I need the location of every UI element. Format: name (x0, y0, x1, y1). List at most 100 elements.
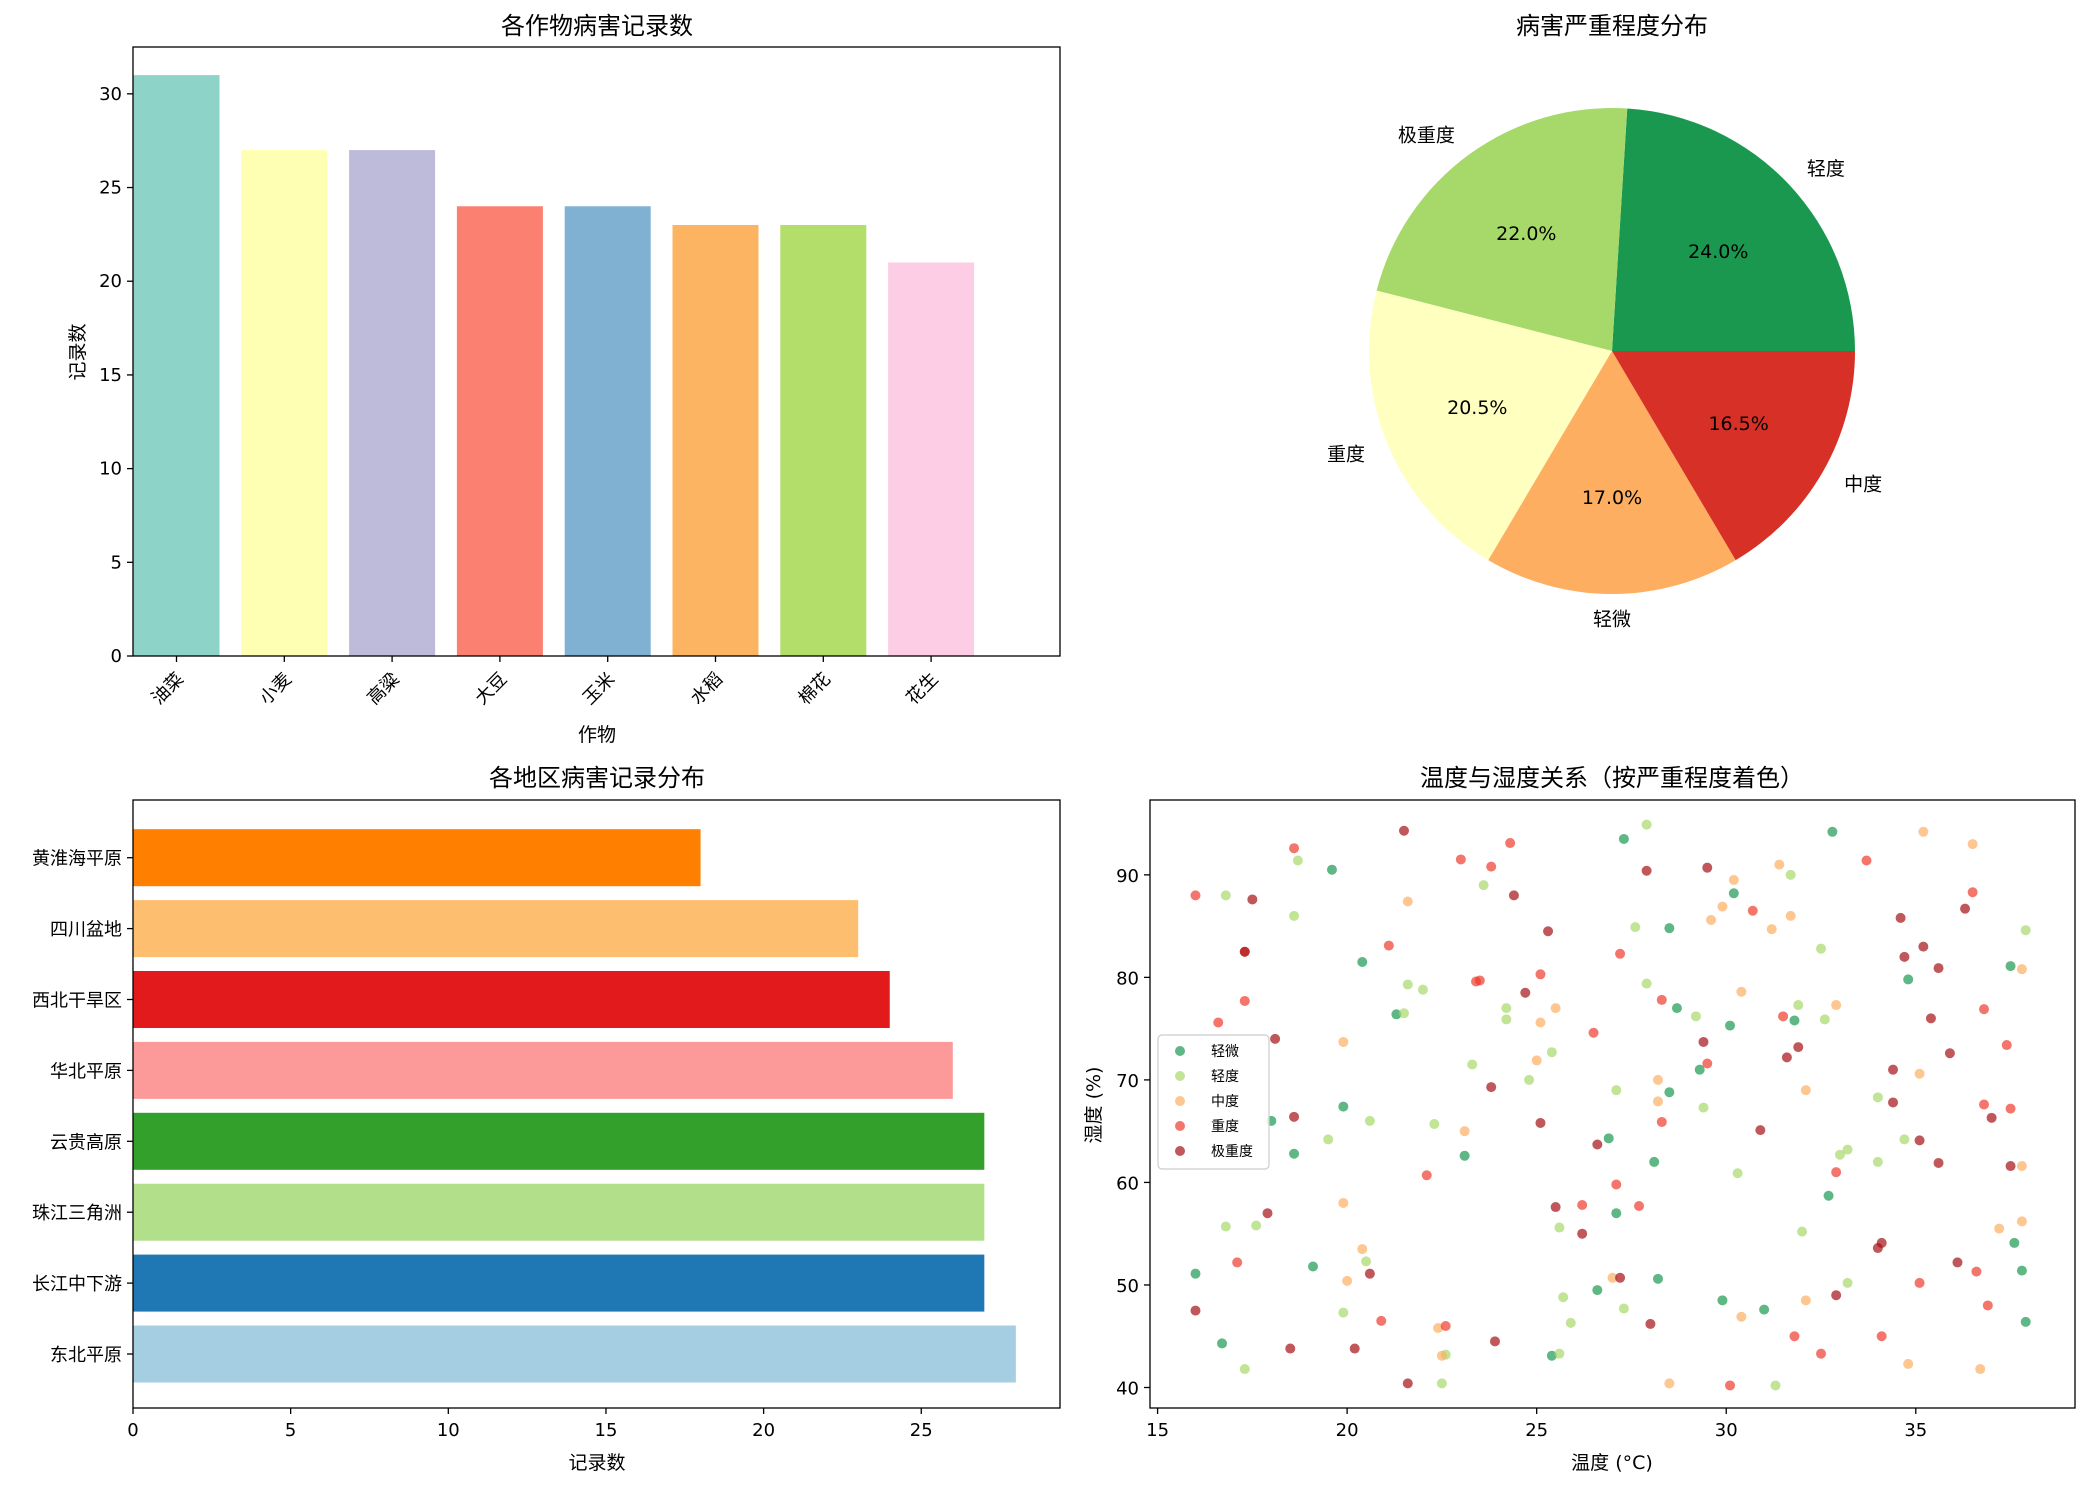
pie-label: 极重度 (1398, 125, 1455, 147)
scatter-point-3 (1706, 914, 1717, 925)
x-tick-label: 15 (595, 1420, 618, 1441)
scatter-point-1 (1618, 833, 1629, 844)
y-tick-label: 40 (1116, 1378, 1139, 1399)
scatter-point-1 (1289, 1148, 1300, 1159)
scatter-point-3 (1728, 874, 1739, 885)
x-tick-label: 5 (285, 1420, 296, 1441)
y-tick-label: 30 (99, 84, 122, 105)
bar-2 (241, 150, 328, 657)
pie-slice-2 (1376, 108, 1628, 351)
x-tick-label: 油菜 (148, 669, 188, 709)
scatter-point-5 (1933, 963, 1944, 974)
scatter-point-2 (1558, 1292, 1569, 1303)
scatter-point-3 (1652, 1074, 1663, 1085)
scatter-point-5 (1952, 1257, 1963, 1268)
scatter-point-3 (1436, 1350, 1447, 1361)
bar-3 (349, 150, 436, 657)
scatter-point-2 (1785, 869, 1796, 880)
scatter-point-5 (1592, 1139, 1603, 1150)
scatter-point-3 (1994, 1223, 2005, 1234)
scatter-point-2 (1478, 880, 1489, 891)
x-tick-label: 25 (910, 1420, 933, 1441)
scatter-point-1 (1308, 1261, 1319, 1272)
scatter-point-1 (1728, 888, 1739, 899)
scatter-point-3 (1736, 1311, 1747, 1322)
bar-5 (564, 206, 651, 656)
pie-slice-4 (1488, 351, 1736, 594)
pie-label: 轻微 (1593, 608, 1631, 630)
scatter-point-2 (1816, 943, 1827, 954)
scatter-point-4 (1505, 838, 1516, 849)
scatter-point-4 (1634, 1201, 1645, 1212)
scatter-point-5 (1755, 1125, 1766, 1136)
scatter-point-2 (1220, 890, 1231, 901)
scatter-point-1 (1217, 1338, 1228, 1349)
scatter-point-2 (1618, 1303, 1629, 1314)
y-tick-label: 东北平原 (50, 1345, 122, 1366)
scatter-point-1 (1694, 1064, 1705, 1075)
y-tick-label: 90 (1116, 866, 1139, 887)
y-tick-label: 黄淮海平原 (32, 849, 122, 870)
scatter-point-5 (1349, 1343, 1360, 1354)
hbar-8 (133, 829, 701, 887)
hbar-3 (133, 1183, 985, 1241)
bar-8 (888, 262, 975, 656)
scatter-point-1 (1649, 1156, 1660, 1167)
scatter-point-2 (1361, 1256, 1372, 1267)
x-tick-label: 20 (1336, 1420, 1359, 1441)
scatter-point-4 (1789, 1331, 1800, 1342)
legend-label: 重度 (1211, 1119, 1239, 1135)
scatter-point-4 (1914, 1277, 1925, 1288)
crop-bars (133, 75, 975, 657)
scatter-point-1 (1789, 1015, 1800, 1026)
scatter-point-1 (1664, 1087, 1675, 1098)
hbar-4 (133, 1112, 985, 1170)
legend-marker (1175, 1071, 1185, 1081)
x-tick-label: 玉米 (579, 669, 619, 709)
scatter-point-3 (1918, 826, 1929, 837)
bar-6 (672, 225, 759, 656)
scatter-point-5 (1270, 1033, 1281, 1044)
y-tick-label: 50 (1116, 1276, 1139, 1297)
scatter-point-4 (1615, 948, 1626, 959)
hbar-5 (133, 1041, 953, 1099)
scatter-point-3 (1652, 1096, 1663, 1107)
scatter-point-5 (1402, 1378, 1413, 1389)
x-tick-label: 10 (437, 1420, 460, 1441)
scatter-point-4 (2001, 1040, 2012, 1051)
scatter-point-5 (1239, 946, 1250, 957)
legend-marker (1175, 1146, 1185, 1156)
scatter-ylabel: 湿度 (%) (1083, 1067, 1105, 1144)
hbar-1 (133, 1325, 1016, 1383)
legend-marker (1175, 1121, 1185, 1131)
crop-chart-ylabel: 记录数 (67, 323, 89, 380)
scatter-point-5 (1489, 1336, 1500, 1347)
y-tick-label: 80 (1116, 968, 1139, 989)
legend-marker (1175, 1046, 1185, 1056)
x-tick-label: 棉花 (795, 669, 835, 709)
scatter-point-3 (1342, 1275, 1353, 1286)
scatter-point-2 (1501, 1003, 1512, 1014)
scatter-point-4 (1725, 1380, 1736, 1391)
scatter-point-2 (1467, 1059, 1478, 1070)
scatter-point-3 (2016, 1161, 2027, 1172)
scatter-point-2 (1554, 1348, 1565, 1359)
x-tick-label: 花生 (902, 669, 942, 709)
scatter-point-1 (1827, 826, 1838, 837)
scatter-point-3 (1550, 1003, 1561, 1014)
scatter-point-3 (1535, 1017, 1546, 1028)
y-tick-label: 60 (1116, 1173, 1139, 1194)
region-axes: 东北平原 长江中下游 珠江三角洲 云贵高原 华北平原 西北干旱区 四川盆地 黄淮海平原 0 5 10… (32, 799, 1061, 1441)
scatter-point-5 (1550, 1202, 1561, 1213)
scatter-point-1 (2009, 1237, 2020, 1248)
scatter-point-3 (1717, 901, 1728, 912)
scatter-point-2 (1289, 910, 1300, 921)
hbar-7 (133, 900, 859, 958)
scatter-point-3 (1402, 896, 1413, 907)
scatter-point-3 (1433, 1323, 1444, 1334)
scatter-point-5 (1645, 1318, 1656, 1329)
scatter-point-4 (1967, 887, 1978, 898)
scatter-point-5 (1793, 1042, 1804, 1053)
scatter-point-4 (1376, 1315, 1387, 1326)
y-tick-label: 20 (99, 271, 122, 292)
